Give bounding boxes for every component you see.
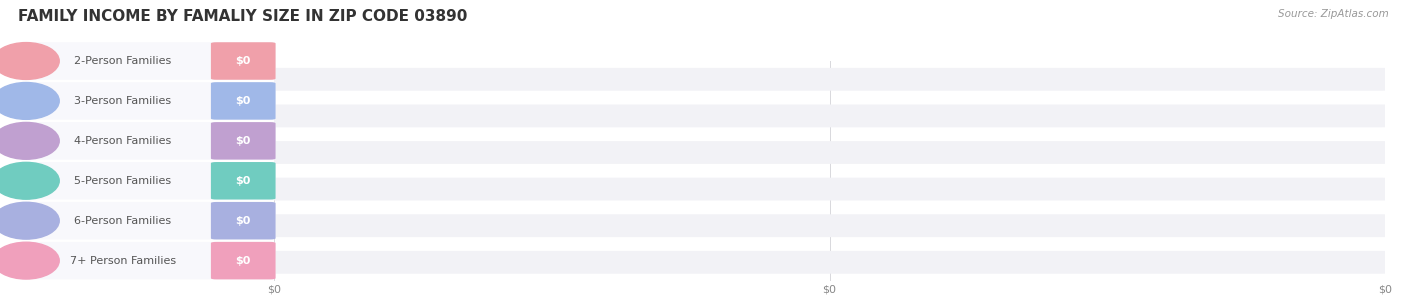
Text: 7+ Person Families: 7+ Person Families	[70, 256, 176, 266]
Text: 3-Person Families: 3-Person Families	[75, 96, 172, 106]
Text: $0: $0	[236, 96, 250, 106]
Text: $0: $0	[236, 136, 250, 146]
Text: $0: $0	[236, 56, 250, 66]
Text: $0: $0	[236, 216, 250, 226]
FancyBboxPatch shape	[263, 105, 1395, 127]
Text: Source: ZipAtlas.com: Source: ZipAtlas.com	[1278, 9, 1389, 19]
FancyBboxPatch shape	[263, 251, 1395, 274]
FancyBboxPatch shape	[263, 178, 1395, 200]
Text: 2-Person Families: 2-Person Families	[75, 56, 172, 66]
FancyBboxPatch shape	[263, 68, 1395, 91]
FancyBboxPatch shape	[263, 141, 1395, 164]
Text: 5-Person Families: 5-Person Families	[75, 176, 172, 186]
Text: $0: $0	[236, 176, 250, 186]
Text: 6-Person Families: 6-Person Families	[75, 216, 172, 226]
FancyBboxPatch shape	[263, 214, 1395, 237]
Text: FAMILY INCOME BY FAMALIY SIZE IN ZIP CODE 03890: FAMILY INCOME BY FAMALIY SIZE IN ZIP COD…	[18, 9, 468, 24]
Text: $0: $0	[236, 256, 250, 266]
Text: 4-Person Families: 4-Person Families	[75, 136, 172, 146]
